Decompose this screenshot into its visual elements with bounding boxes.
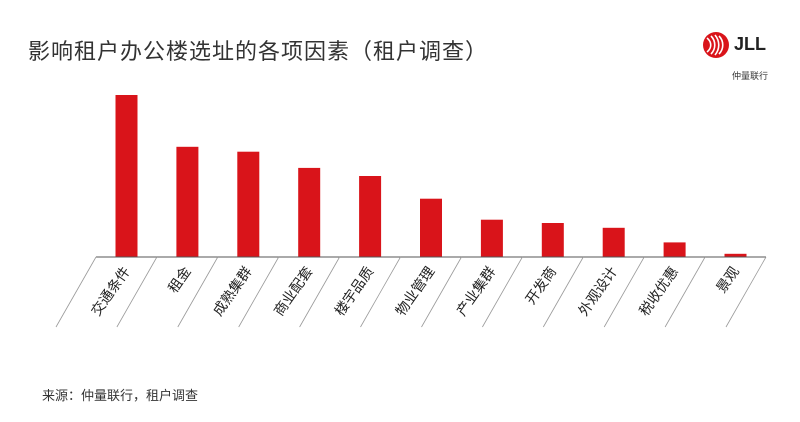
bar-2 bbox=[176, 146, 199, 257]
x-tick-label: 产业集群 bbox=[453, 264, 499, 320]
bar-6 bbox=[420, 198, 442, 257]
logo-brand: JLL bbox=[734, 34, 767, 54]
x-axis-divider bbox=[177, 256, 219, 328]
x-tick-label: 成熟集群 bbox=[210, 264, 256, 320]
bar-1 bbox=[115, 95, 138, 257]
x-tick-label: 开发商 bbox=[523, 264, 560, 308]
x-tick-label: 景观 bbox=[714, 264, 743, 296]
chart-title: 影响租户办公楼选址的各项因素（租户调查） bbox=[28, 40, 489, 65]
x-axis-divider bbox=[725, 256, 767, 328]
x-tick-label: 物业管理 bbox=[393, 264, 438, 319]
x-axis-divider bbox=[542, 256, 584, 328]
x-axis-dividers bbox=[55, 256, 767, 328]
x-axis-divider bbox=[55, 256, 97, 328]
x-tick-label: 楼宇品质 bbox=[332, 264, 377, 319]
x-axis-divider bbox=[116, 256, 158, 328]
bars-group bbox=[115, 95, 747, 257]
bar-3 bbox=[237, 151, 260, 257]
x-axis-divider bbox=[603, 256, 645, 328]
logo-brand-cn: 仲量联行 bbox=[732, 72, 769, 82]
bar-7 bbox=[480, 219, 503, 257]
jll-logo-icon bbox=[703, 32, 729, 58]
x-tick-label: 商业配套 bbox=[271, 264, 316, 319]
bar-10 bbox=[663, 242, 686, 257]
bar-4 bbox=[298, 167, 321, 257]
bar-8 bbox=[541, 223, 564, 257]
x-tick-label: 税收优惠 bbox=[637, 264, 682, 319]
x-axis-divider bbox=[360, 256, 401, 328]
x-axis-divider bbox=[299, 256, 340, 328]
x-axis-divider bbox=[238, 256, 280, 328]
jll-logo: JLL 仲量联行 bbox=[700, 30, 780, 82]
x-tick-labels: 交通条件 租金 成熟集群 商业配套 楼宇品质 物业管理 产业集群 开发商 外观设计 税收优惠 景观 bbox=[88, 264, 743, 320]
x-axis-divider bbox=[664, 256, 706, 328]
x-tick-label: 租金 bbox=[166, 264, 195, 296]
bar-chart: 交通条件 租金 成熟集群 商业配套 楼宇品质 物业管理 产业集群 开发商 外观设计 税收优惠 景观 bbox=[55, 95, 767, 328]
x-tick-label: 交通条件 bbox=[88, 264, 134, 320]
bar-5 bbox=[359, 176, 382, 257]
bar-9 bbox=[602, 227, 625, 257]
x-axis-divider bbox=[421, 256, 462, 328]
x-axis-divider bbox=[482, 256, 523, 328]
bar-11 bbox=[724, 253, 747, 257]
x-tick-label: 外观设计 bbox=[576, 264, 621, 319]
source-note: 来源：仲量联行，租户调查 bbox=[42, 389, 199, 404]
